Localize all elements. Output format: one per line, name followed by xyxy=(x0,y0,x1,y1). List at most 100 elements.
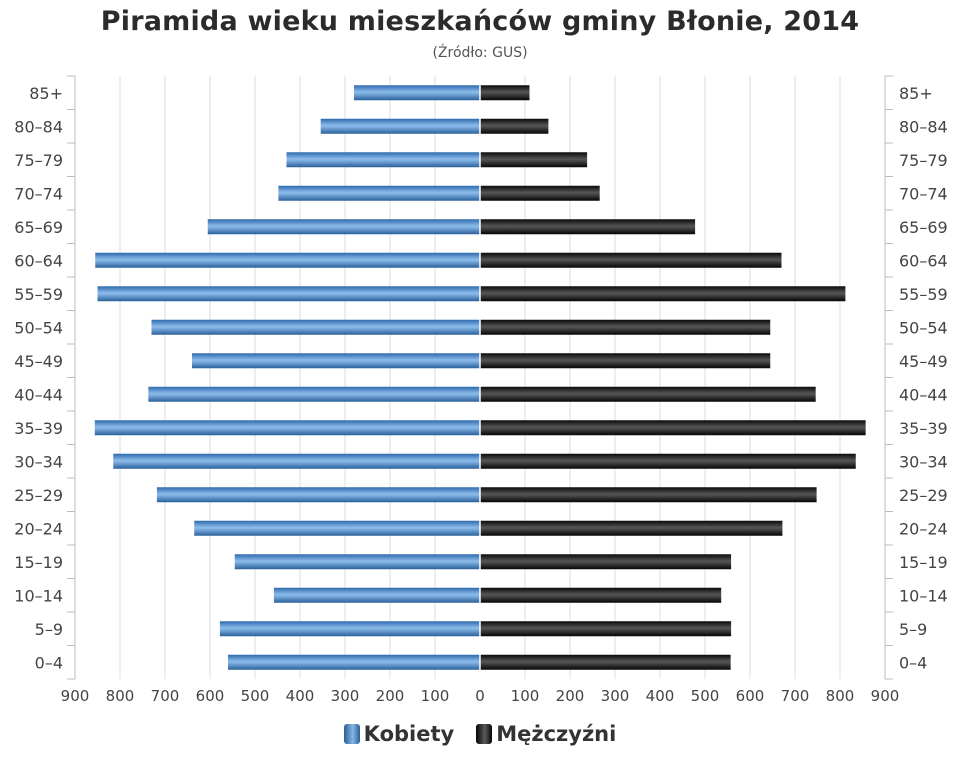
category-label-left: 10–14 xyxy=(14,586,63,605)
x-tick-label: 500 xyxy=(241,687,270,705)
bar-women xyxy=(320,118,480,134)
bar-women xyxy=(278,185,480,201)
legend-label-men: Mężczyźni xyxy=(496,722,617,746)
category-label-left: 80–84 xyxy=(14,117,63,136)
category-label-left: 65–69 xyxy=(14,218,63,237)
bar-women xyxy=(194,520,480,536)
bar-women xyxy=(95,252,480,268)
x-tick-label: 0 xyxy=(475,687,485,705)
category-label-right: 0–4 xyxy=(899,653,927,672)
x-tick-label: 300 xyxy=(601,687,630,705)
axes xyxy=(67,75,893,680)
bar-men xyxy=(480,152,588,168)
chart-title: Piramida wieku mieszkańców gminy Błonie,… xyxy=(100,6,860,37)
category-label-left: 85+ xyxy=(29,84,63,103)
bar-men xyxy=(480,487,817,503)
bar-women xyxy=(148,386,480,402)
bar-women xyxy=(234,554,480,570)
legend-label-women: Kobiety xyxy=(363,722,455,746)
category-label-left: 5–9 xyxy=(35,620,63,639)
x-tick-label: 100 xyxy=(511,687,540,705)
bar-men xyxy=(480,520,783,536)
bars xyxy=(94,76,866,679)
category-label-left: 75–79 xyxy=(14,151,63,170)
bar-women xyxy=(113,453,480,469)
bar-men xyxy=(480,554,732,570)
category-label-right: 25–29 xyxy=(899,486,948,505)
x-tick-label: 600 xyxy=(736,687,765,705)
category-label-right: 80–84 xyxy=(899,117,948,136)
x-tick-label: 800 xyxy=(106,687,135,705)
bar-men xyxy=(480,420,866,436)
category-label-left: 70–74 xyxy=(14,184,63,203)
bar-men xyxy=(480,654,731,670)
category-label-right: 85+ xyxy=(899,84,933,103)
x-tick-label: 200 xyxy=(556,687,585,705)
category-label-right: 10–14 xyxy=(899,586,948,605)
bar-men xyxy=(480,621,732,637)
category-label-left: 15–19 xyxy=(14,553,63,572)
bar-women xyxy=(228,654,480,670)
category-label-left: 0–4 xyxy=(35,653,63,672)
bar-men xyxy=(480,286,846,302)
bar-men xyxy=(480,587,722,603)
bar-men xyxy=(480,185,600,201)
x-tick-label: 700 xyxy=(151,687,180,705)
x-tick-label: 100 xyxy=(421,687,450,705)
bar-women xyxy=(219,621,480,637)
legend: Kobiety Mężczyźni xyxy=(0,722,960,746)
category-label-left: 25–29 xyxy=(14,486,63,505)
category-label-left: 20–24 xyxy=(14,519,63,538)
bar-men xyxy=(480,85,530,101)
bar-women xyxy=(273,587,480,603)
bar-men xyxy=(480,453,856,469)
category-label-left: 30–34 xyxy=(14,452,63,471)
category-label-right: 40–44 xyxy=(899,385,948,404)
x-tick-label: 700 xyxy=(781,687,810,705)
category-label-left: 40–44 xyxy=(14,385,63,404)
category-label-right: 15–19 xyxy=(899,553,948,572)
x-tick-label: 500 xyxy=(691,687,720,705)
bar-women xyxy=(192,353,480,369)
bar-men xyxy=(480,319,771,335)
category-label-left: 50–54 xyxy=(14,318,63,337)
x-tick-label: 600 xyxy=(196,687,225,705)
bar-women xyxy=(207,219,480,235)
category-label-right: 50–54 xyxy=(899,318,948,337)
category-label-right: 45–49 xyxy=(899,352,948,371)
legend-item-men[interactable]: Mężczyźni xyxy=(476,722,616,746)
bar-men xyxy=(480,252,782,268)
category-label-right: 70–74 xyxy=(899,184,948,203)
bar-women xyxy=(151,319,480,335)
bar-women xyxy=(156,487,480,503)
bar-men xyxy=(480,118,549,134)
category-label-right: 5–9 xyxy=(899,620,927,639)
legend-item-women[interactable]: Kobiety xyxy=(343,722,455,746)
category-label-right: 75–79 xyxy=(899,151,948,170)
category-label-left: 35–39 xyxy=(14,419,63,438)
bar-women xyxy=(97,286,480,302)
bar-men xyxy=(480,386,816,402)
x-tick-label: 400 xyxy=(286,687,315,705)
x-tick-label: 900 xyxy=(61,687,90,705)
chart-subtitle: (Źródło: GUS) xyxy=(432,45,528,61)
category-label-left: 55–59 xyxy=(14,285,63,304)
category-label-right: 65–69 xyxy=(899,218,948,237)
category-label-left: 45–49 xyxy=(14,352,63,371)
legend-swatch-women xyxy=(343,724,360,744)
bar-women xyxy=(354,85,480,101)
category-label-right: 35–39 xyxy=(899,419,948,438)
category-label-left: 60–64 xyxy=(14,251,63,270)
x-tick-label: 400 xyxy=(646,687,675,705)
x-tick-label: 200 xyxy=(376,687,405,705)
bar-women xyxy=(286,152,480,168)
legend-swatch-men xyxy=(476,724,493,744)
category-label-right: 20–24 xyxy=(899,519,948,538)
category-label-right: 30–34 xyxy=(899,452,948,471)
x-tick-label: 900 xyxy=(871,687,900,705)
x-tick-label: 800 xyxy=(826,687,855,705)
category-label-right: 60–64 xyxy=(899,251,948,270)
category-label-right: 55–59 xyxy=(899,285,948,304)
x-tick-label: 300 xyxy=(331,687,360,705)
